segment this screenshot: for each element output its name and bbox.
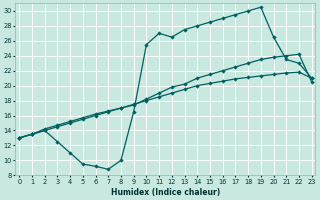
X-axis label: Humidex (Indice chaleur): Humidex (Indice chaleur) (111, 188, 220, 197)
